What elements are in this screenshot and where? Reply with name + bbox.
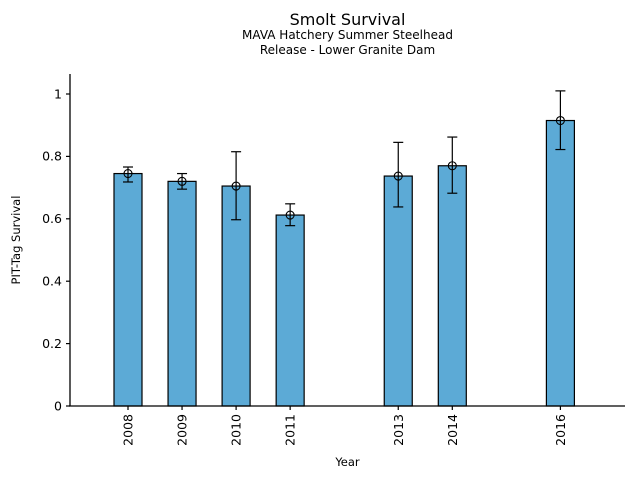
x-tick-label-2008: 2008 (121, 414, 136, 446)
point-marker-2008 (123, 169, 133, 179)
y-tick-label: 0 (54, 398, 62, 413)
bar-2008 (113, 172, 143, 407)
y-tick-label: 0.2 (42, 336, 62, 351)
point-marker-2014 (447, 161, 457, 171)
point-marker-2011 (285, 210, 295, 220)
bar-2016 (545, 119, 576, 407)
bar-2010 (221, 185, 251, 407)
bar-2011 (275, 214, 305, 407)
point-marker-2013 (393, 171, 403, 181)
x-axis-label: Year (335, 455, 360, 469)
chart-subtitle-line1: MAVA Hatchery Summer Steelhead (242, 28, 453, 42)
bar-2014 (437, 165, 467, 407)
y-tick-label: 0.6 (42, 211, 62, 226)
x-tick-label-2014: 2014 (445, 414, 460, 446)
y-tick-label: 0.4 (42, 274, 62, 289)
point-marker-2016 (555, 115, 565, 126)
x-tick-label-2013: 2013 (391, 414, 406, 446)
chart-subtitle-line2: Release - Lower Granite Dam (259, 43, 436, 57)
bar-2009 (167, 180, 197, 407)
x-tick-label-2011: 2011 (283, 414, 298, 446)
x-tick-label-2010: 2010 (229, 414, 244, 446)
y-tick-label: 1 (54, 86, 62, 101)
bar-2013 (383, 175, 413, 407)
point-marker-2009 (177, 176, 187, 186)
point-marker-2010 (231, 181, 241, 191)
x-tick-label-2009: 2009 (175, 414, 190, 446)
x-tick-label-2016: 2016 (553, 414, 568, 446)
y-tick-label: 0.8 (42, 149, 62, 164)
chart-title: Smolt Survival (289, 10, 406, 29)
